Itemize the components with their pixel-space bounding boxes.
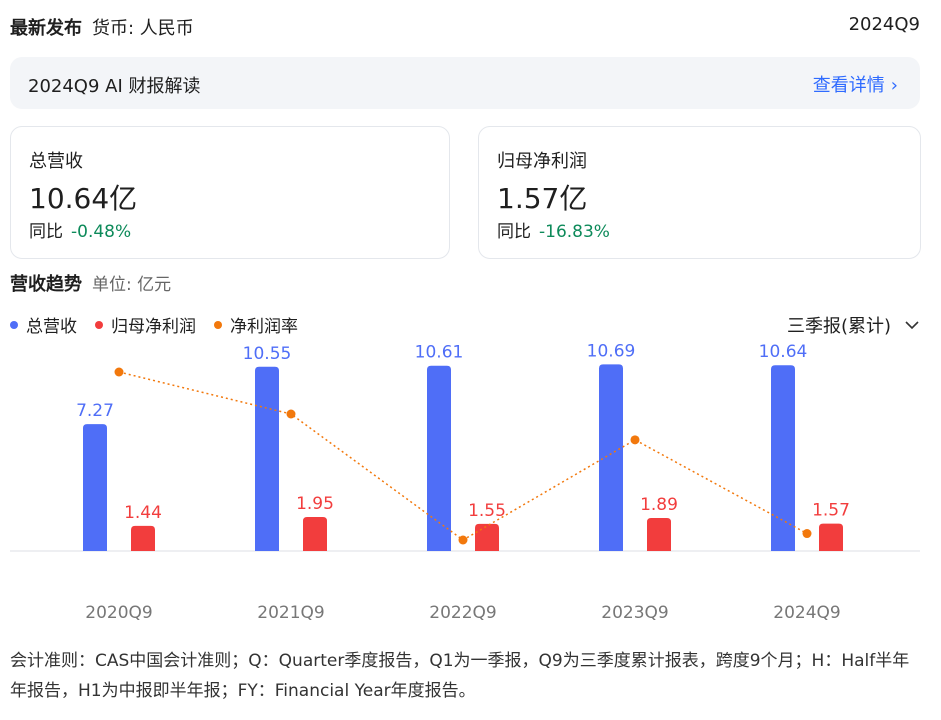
chevron-down-icon bbox=[905, 321, 919, 330]
accounting-footnote: 会计准则：CAS中国会计准则；Q：Quarter季度报告，Q1为一季报，Q9为三… bbox=[10, 651, 910, 701]
net-profit-bar bbox=[475, 523, 499, 551]
yoy-label: 同比 bbox=[29, 222, 63, 242]
net-profit-bar-label: 1.89 bbox=[640, 495, 678, 515]
revenue-bar-label: 10.55 bbox=[243, 344, 292, 364]
net-margin-point bbox=[286, 409, 296, 419]
revenue-bar bbox=[83, 424, 107, 551]
legend-dot bbox=[10, 320, 18, 329]
currency-label: 货币: 人民币 bbox=[92, 18, 194, 39]
net-margin-point bbox=[114, 367, 124, 377]
net-profit-bar-label: 1.57 bbox=[812, 501, 850, 521]
net-profit-card: 归母净利润 1.57亿 同比 -16.83% bbox=[478, 126, 921, 259]
ai-report-banner[interactable]: 2024Q9 AI 财报解读 查看详情 › bbox=[10, 57, 920, 109]
card-value: 1.57亿 bbox=[497, 182, 588, 215]
report-period: 2024Q9 bbox=[848, 14, 920, 35]
legend-label: 归母净利润 bbox=[111, 317, 196, 337]
revenue-bar bbox=[599, 364, 623, 551]
x-tick-label: 2021Q9 bbox=[257, 603, 324, 623]
revenue-bar-label: 10.61 bbox=[415, 343, 464, 363]
net-profit-bar-label: 1.44 bbox=[124, 503, 162, 523]
revenue-bar-label: 10.69 bbox=[587, 341, 636, 361]
total-revenue-card: 总营收 10.64亿 同比 -0.48% bbox=[10, 126, 450, 259]
net-margin-point bbox=[630, 435, 640, 445]
legend-label: 净利润率 bbox=[230, 317, 298, 337]
revenue-trend-chart: 7.27 1.44 2020Q9 10.55 1.95 2021Q9 10.61 1.55 20… bbox=[10, 341, 920, 623]
view-details-link[interactable]: 查看详情 › bbox=[813, 71, 898, 97]
legend-item-revenue[interactable]: 总营收 bbox=[10, 312, 77, 337]
revenue-bar bbox=[427, 365, 451, 551]
top-bar: 最新发布 货币: 人民币 2024Q9 bbox=[10, 14, 920, 40]
revenue-bar-label: 10.64 bbox=[759, 342, 808, 362]
net-margin-point bbox=[458, 535, 468, 545]
yoy-value: -16.83% bbox=[539, 222, 610, 242]
legend-label: 总营收 bbox=[26, 317, 77, 337]
chevron-right-icon: › bbox=[890, 75, 898, 96]
chart-legend: 总营收 归母净利润 净利润率 bbox=[10, 312, 316, 337]
unit-label: 单位: 亿元 bbox=[92, 275, 172, 295]
view-details-label: 查看详情 bbox=[812, 75, 885, 96]
revenue-bar bbox=[771, 365, 795, 551]
yoy-value: -0.48% bbox=[71, 222, 132, 242]
legend-dot bbox=[95, 320, 103, 329]
card-label: 总营收 bbox=[29, 151, 83, 172]
net-profit-bar-label: 1.55 bbox=[468, 501, 506, 521]
net-profit-bar bbox=[819, 523, 843, 551]
net-profit-bar bbox=[647, 518, 671, 551]
legend-item-net-margin[interactable]: 净利润率 bbox=[214, 312, 298, 337]
x-tick-label: 2024Q9 bbox=[773, 603, 840, 623]
period-selector[interactable]: 三季报(累计) bbox=[787, 312, 919, 338]
section-title: 营收趋势 单位: 亿元 bbox=[10, 270, 171, 296]
card-yoy: 同比 -0.48% bbox=[29, 217, 131, 242]
x-tick-label: 2023Q9 bbox=[601, 603, 668, 623]
latest-release-label: 最新发布 bbox=[10, 18, 82, 39]
net-profit-bar-label: 1.95 bbox=[296, 494, 334, 514]
legend-dot bbox=[214, 320, 222, 329]
net-margin-line bbox=[118, 371, 808, 541]
card-yoy: 同比 -16.83% bbox=[497, 217, 610, 242]
revenue-bar-label: 7.27 bbox=[76, 401, 114, 421]
card-label: 归母净利润 bbox=[497, 151, 587, 172]
yoy-label: 同比 bbox=[497, 222, 531, 242]
card-value: 10.64亿 bbox=[29, 182, 138, 215]
net-margin-point bbox=[802, 529, 812, 539]
period-selector-label: 三季报(累计) bbox=[786, 316, 891, 337]
revenue-trend-title: 营收趋势 bbox=[10, 274, 82, 295]
net-profit-bar bbox=[303, 516, 327, 551]
release-info: 最新发布 货币: 人民币 bbox=[10, 14, 194, 40]
legend-item-net-profit[interactable]: 归母净利润 bbox=[95, 312, 196, 337]
x-tick-label: 2022Q9 bbox=[429, 603, 496, 623]
net-profit-bar bbox=[131, 525, 155, 551]
x-tick-label: 2020Q9 bbox=[85, 603, 152, 623]
ai-report-title: 2024Q9 AI 财报解读 bbox=[28, 76, 201, 97]
revenue-bar bbox=[255, 366, 279, 551]
